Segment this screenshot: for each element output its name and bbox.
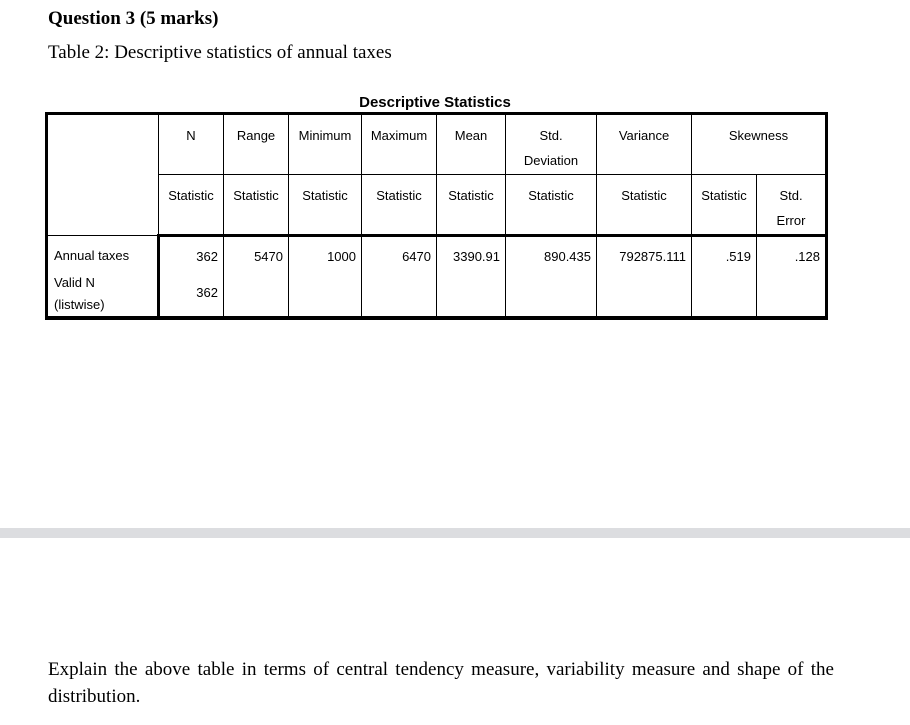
- cell-empty: [691, 269, 757, 319]
- col-header-maximum: Maximum: [361, 113, 437, 175]
- subheader-statistic-std-deviation: Statistic: [505, 174, 597, 237]
- col-header-n: N: [158, 113, 224, 175]
- row-label-annual-taxes: Annual taxes: [46, 235, 160, 269]
- cell-empty: [596, 269, 692, 319]
- std-deviation-label: Std. Deviation: [523, 128, 579, 168]
- cell-range: 5470: [223, 235, 289, 269]
- cell-valid-n-statistic: 362: [158, 269, 224, 319]
- question-heading: Question 3 (5 marks): [48, 8, 219, 29]
- cell-empty: [223, 269, 289, 319]
- cell-empty: [436, 269, 506, 319]
- spss-table: N Range Minimum Maximum Mean Std. Deviat…: [45, 112, 828, 320]
- col-header-variance: Variance: [596, 113, 692, 175]
- row-label-valid-n: Valid N (listwise): [46, 269, 160, 319]
- cell-empty: [505, 269, 597, 319]
- corner-header-cell: [46, 113, 159, 236]
- cell-empty: [288, 269, 362, 319]
- spss-table-container: N Range Minimum Maximum Mean Std. Deviat…: [45, 112, 828, 320]
- col-header-skewness: Skewness: [691, 113, 827, 175]
- table-caption: Table 2: Descriptive statistics of annua…: [48, 42, 392, 63]
- subheader-statistic-skewness: Statistic: [691, 174, 757, 237]
- cell-minimum: 1000: [288, 235, 362, 269]
- cell-variance: 792875.111: [596, 235, 692, 269]
- cell-n-statistic: 362: [158, 235, 224, 269]
- cell-empty: [756, 269, 827, 319]
- cell-empty: [361, 269, 437, 319]
- subheader-statistic-minimum: Statistic: [288, 174, 362, 237]
- std-error-label: Std. Error: [776, 188, 806, 228]
- cell-std-deviation: 890.435: [505, 235, 597, 269]
- cell-mean: 3390.91: [436, 235, 506, 269]
- subheader-statistic-range: Statistic: [223, 174, 289, 237]
- spss-table-title: Descriptive Statistics: [359, 94, 511, 111]
- cell-skewness-statistic: .519: [691, 235, 757, 269]
- subheader-statistic-n: Statistic: [158, 174, 224, 237]
- cell-maximum: 6470: [361, 235, 437, 269]
- subheader-statistic-variance: Statistic: [596, 174, 692, 237]
- col-header-std-deviation: Std. Deviation: [505, 113, 597, 175]
- col-header-range: Range: [223, 113, 289, 175]
- col-header-mean: Mean: [436, 113, 506, 175]
- page-break-divider: [0, 528, 910, 538]
- cell-skewness-std-error: .128: [756, 235, 827, 269]
- subheader-std-error: Std. Error: [756, 174, 827, 237]
- subheader-statistic-maximum: Statistic: [361, 174, 437, 237]
- valid-n-label: Valid N (listwise): [54, 275, 105, 312]
- closing-paragraph: Explain the above table in terms of cent…: [48, 659, 834, 707]
- col-header-minimum: Minimum: [288, 113, 362, 175]
- subheader-statistic-mean: Statistic: [436, 174, 506, 237]
